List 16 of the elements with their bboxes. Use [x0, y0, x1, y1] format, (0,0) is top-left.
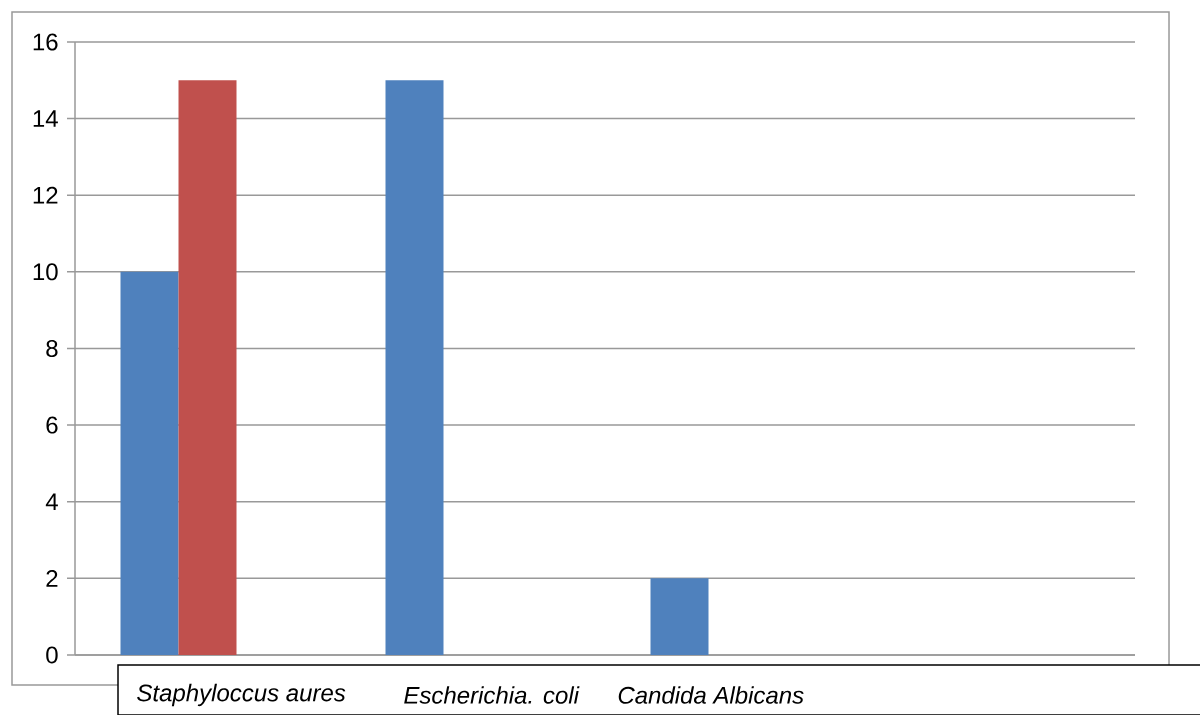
y-tick-label: 6: [46, 416, 58, 434]
text: Escherichia. coli: [404, 686, 580, 704]
y-tick-label: 2: [46, 569, 58, 587]
y-tick-label: 0: [46, 646, 58, 664]
y-tick-label: 4: [45, 493, 58, 510]
text: Staphyloccus aures: [137, 683, 346, 707]
y-tick-label: 14: [33, 110, 58, 127]
y-tick-label: 8: [46, 340, 58, 357]
bar: [385, 80, 444, 655]
bar: [178, 80, 237, 655]
text: Candida Albicans: [618, 686, 804, 704]
y-tick-label: 10: [33, 263, 58, 281]
y-tick-label: 16: [33, 33, 58, 51]
bar: [120, 271, 179, 655]
y-tick-label: 12: [33, 186, 58, 204]
bar: [650, 578, 709, 655]
